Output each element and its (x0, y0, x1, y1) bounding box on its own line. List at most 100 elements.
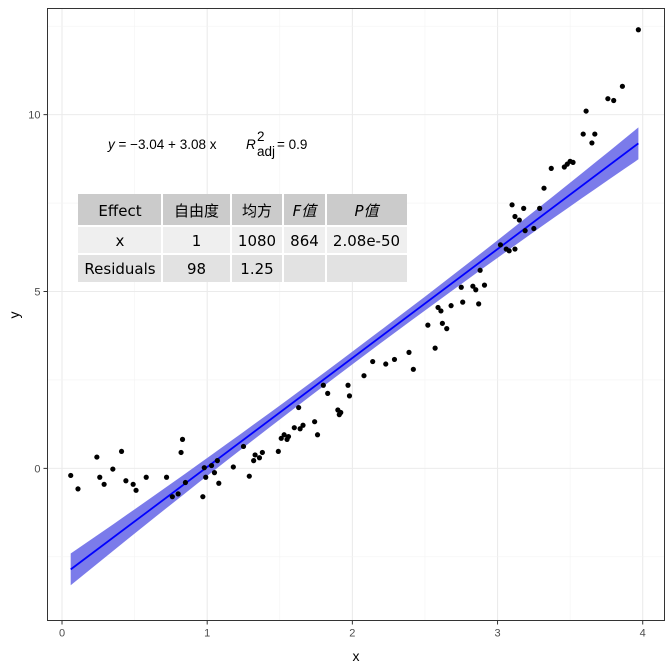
data-point (391, 356, 398, 363)
data-point (605, 96, 611, 102)
data-point (476, 301, 482, 307)
data-point (619, 83, 625, 89)
data-point (175, 491, 181, 497)
data-point (481, 282, 488, 288)
x-tick-label: 4 (640, 628, 646, 640)
data-point (361, 373, 367, 379)
table-row-1 (78, 226, 407, 254)
data-point (230, 464, 236, 470)
equation-rhs: = −3.04 + 3.08 x (119, 137, 217, 152)
data-point (470, 283, 476, 289)
data-point (370, 358, 376, 365)
table-cell: Residuals (84, 260, 155, 278)
data-point (314, 432, 321, 438)
data-point (325, 390, 331, 396)
data-point (570, 159, 576, 165)
data-point (338, 409, 344, 416)
r2-subscript: adj (257, 144, 275, 159)
x-axis-title: x (353, 648, 360, 664)
data-point (133, 487, 139, 493)
data-point (580, 131, 586, 137)
data-point (512, 213, 518, 220)
y-tick-label: 10 (28, 110, 40, 122)
data-points (68, 27, 641, 500)
data-point (178, 449, 184, 456)
data-point (130, 481, 136, 487)
data-point (383, 361, 389, 367)
table-row-2 (78, 254, 407, 282)
data-point (537, 205, 543, 211)
data-point (345, 382, 351, 388)
data-point (68, 472, 74, 479)
table-cell: 864 (290, 232, 319, 250)
data-point (521, 205, 527, 211)
data-point (516, 217, 522, 223)
table-cell: 1 (192, 232, 202, 250)
data-point (509, 202, 515, 208)
data-point (75, 486, 81, 492)
data-point (101, 481, 107, 487)
data-point (200, 494, 206, 500)
data-point (541, 185, 547, 191)
x-tick-label: 2 (349, 628, 355, 640)
data-point (300, 422, 306, 428)
anova-table: Effect 自由度 均方 F值 P值 x 1 1080 864 2.08e-5… (78, 194, 407, 282)
r2-value: = 0.9 (277, 137, 307, 152)
y-axis-title: y (6, 312, 22, 319)
table-header-row (78, 194, 407, 226)
data-point (208, 462, 215, 469)
data-point (278, 435, 284, 441)
data-point (312, 419, 318, 425)
data-point (246, 473, 252, 479)
table-header-mean-sq: 均方 (242, 202, 272, 220)
data-point (425, 322, 431, 328)
data-point (110, 466, 116, 472)
data-point (169, 494, 175, 500)
r2-annotation: R (246, 137, 256, 152)
table-cell: 1080 (238, 232, 276, 250)
data-point (275, 448, 281, 455)
data-point (256, 455, 263, 461)
axes: 0 1 2 3 4 0 5 10 (28, 110, 646, 640)
table-cell: x (116, 232, 125, 250)
data-point (531, 225, 537, 232)
table-header-df: 自由度 (174, 202, 219, 220)
r2-symbol: R (246, 137, 256, 152)
data-point (589, 140, 595, 146)
data-point (240, 443, 247, 450)
table-cell: 1.25 (240, 260, 273, 278)
data-point (118, 448, 125, 455)
data-point (320, 382, 326, 388)
table-cell: 2.08e-50 (333, 232, 400, 250)
data-point (203, 474, 209, 480)
data-point (458, 284, 464, 290)
data-point (94, 454, 100, 460)
data-point (592, 131, 598, 137)
data-point (163, 474, 170, 480)
fit-line-group (70, 142, 639, 571)
table-header-p-value: P值 (354, 202, 380, 220)
data-point (460, 299, 466, 305)
x-tick-label: 3 (494, 628, 500, 640)
data-point (251, 458, 257, 464)
data-point (512, 246, 518, 252)
data-point (214, 458, 220, 464)
data-point (211, 470, 218, 476)
data-point (252, 452, 258, 458)
panel-border (47, 8, 665, 621)
fit-line (70, 142, 639, 571)
data-point (477, 267, 483, 273)
data-point (448, 303, 454, 309)
equation-annotation: y = −3.04 + 3.08 x (107, 137, 217, 152)
data-point (583, 108, 589, 114)
data-point (473, 287, 479, 293)
data-point (410, 366, 416, 372)
data-point (182, 479, 189, 486)
x-tick-label: 0 (59, 628, 65, 640)
r2-superscript: 2 (257, 129, 265, 144)
data-point (438, 308, 444, 314)
data-point (635, 27, 641, 33)
data-point (548, 165, 554, 171)
data-point (435, 304, 441, 311)
